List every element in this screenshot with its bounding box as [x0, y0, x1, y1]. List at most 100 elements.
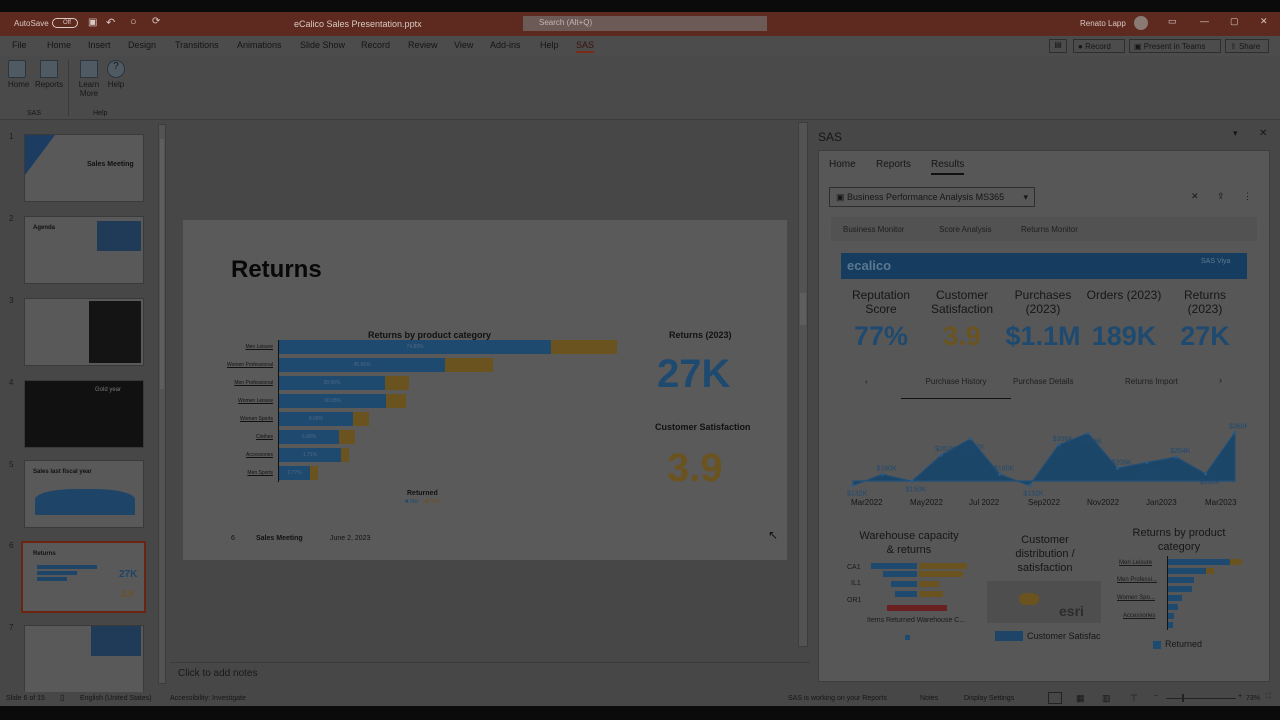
autosave-toggle[interactable]: Off: [52, 18, 78, 28]
share-button[interactable]: ⇪ Share: [1225, 39, 1269, 53]
scrollbar-thumb[interactable]: [160, 139, 164, 389]
notes-toggle[interactable]: Notes: [920, 695, 939, 702]
warehouse-row: OR1: [847, 597, 862, 604]
data-point[interactable]: [998, 472, 1002, 476]
scrollbar-thumb[interactable]: [800, 293, 806, 325]
sas-tab-results[interactable]: Results: [931, 159, 965, 175]
data-point[interactable]: [1204, 472, 1208, 476]
tab-file[interactable]: File: [12, 40, 27, 50]
close-pane-icon[interactable]: ✕: [1259, 128, 1268, 139]
slide-canvas[interactable]: Returns Returns by product category Men …: [183, 220, 787, 560]
tab-transitions[interactable]: Transitions: [175, 40, 219, 50]
slide-sorter-icon[interactable]: ▦: [1076, 693, 1085, 703]
tab-review[interactable]: Review: [408, 40, 438, 50]
more-icon[interactable]: ⋮: [1243, 191, 1252, 201]
slideshow-icon[interactable]: ⊤: [1130, 693, 1138, 703]
data-point[interactable]: [968, 437, 973, 441]
undo-icon[interactable]: ↶: [106, 17, 116, 29]
normal-view-icon[interactable]: [1048, 692, 1062, 704]
thumbnail-slide-7[interactable]: [24, 625, 144, 693]
data-point[interactable]: [1174, 455, 1178, 459]
tab-help[interactable]: Help: [540, 40, 559, 50]
minimize-icon[interactable]: —: [1200, 16, 1209, 26]
chevron-right-icon[interactable]: ›: [1219, 375, 1222, 385]
report-select[interactable]: ▣ Business Performance Analysis MS365 ▾: [829, 187, 1035, 207]
spell-check-icon[interactable]: ▯: [60, 693, 65, 702]
thumbnail-slide-5[interactable]: Sales last fiscal year: [24, 460, 144, 528]
data-point[interactable]: [1145, 460, 1149, 465]
chart-tab-purchase-details[interactable]: Purchase Details: [1013, 377, 1074, 386]
notes-placeholder[interactable]: Click to add notes: [178, 668, 258, 679]
fit-slide-icon[interactable]: ⛶: [1266, 693, 1271, 700]
data-point[interactable]: [1115, 466, 1120, 470]
present-in-teams-button[interactable]: ▣ Present in Teams: [1129, 39, 1221, 53]
chevron-down-icon[interactable]: ▾: [1233, 128, 1238, 138]
tab-home[interactable]: Home: [47, 40, 72, 50]
tab-slide-show[interactable]: Slide Show: [300, 40, 346, 50]
avatar[interactable]: [1134, 16, 1148, 30]
language[interactable]: English (United States): [80, 695, 152, 702]
chart-tab-returns-import[interactable]: Returns Import: [1125, 377, 1178, 386]
tab-sas[interactable]: SAS: [576, 40, 595, 53]
sas-home-button[interactable]: Home: [8, 60, 29, 89]
zoom-out-icon[interactable]: −: [1154, 693, 1159, 700]
thumbnail-slide-6[interactable]: Returns 27K 3.9: [21, 541, 146, 613]
chart-tab-purchase-history[interactable]: Purchase History: [901, 377, 1011, 399]
warehouse-bar: [919, 591, 943, 597]
tab-design[interactable]: Design: [128, 40, 157, 50]
search-input[interactable]: Search (Alt+Q): [539, 18, 593, 27]
help-button[interactable]: ? Help: [106, 60, 126, 89]
data-point[interactable]: [1086, 431, 1090, 435]
learn-more-button[interactable]: Learn More: [77, 60, 101, 98]
sas-tab-home[interactable]: Home: [829, 159, 856, 170]
map-view[interactable]: esri: [987, 581, 1101, 623]
tab-purchase-history[interactable]: ‹: [865, 377, 868, 386]
record-button[interactable]: ● Record: [1073, 39, 1125, 53]
data-point[interactable]: [1027, 483, 1031, 488]
search-box[interactable]: Search (Alt+Q): [523, 16, 767, 31]
slide-title[interactable]: Returns: [231, 256, 322, 283]
zoom-in-icon[interactable]: +: [1238, 693, 1243, 700]
present-icon[interactable]: ⟳: [152, 16, 161, 27]
data-point[interactable]: [939, 453, 943, 457]
data-point[interactable]: [910, 479, 914, 483]
thumbnail-slide-2[interactable]: Agenda: [24, 216, 144, 284]
tab-insert[interactable]: Insert: [88, 40, 111, 50]
file-name[interactable]: eCalico Sales Presentation.pptx: [294, 19, 422, 29]
tab-record[interactable]: Record: [361, 40, 391, 50]
tab-animations[interactable]: Animations: [237, 40, 282, 50]
reading-view-icon[interactable]: ▥: [1102, 693, 1111, 703]
sas-reports-button[interactable]: Reports: [34, 60, 64, 89]
zoom-slider[interactable]: [1166, 698, 1236, 699]
notes-pane[interactable]: Click to add notes: [170, 662, 810, 690]
tab-add-ins[interactable]: Add-ins: [490, 40, 521, 50]
user-name[interactable]: Renato Lapp: [1080, 19, 1126, 28]
data-point[interactable]: [1057, 443, 1061, 447]
save-icon[interactable]: ▣: [88, 17, 98, 28]
subtab-business-monitor[interactable]: Business Monitor: [843, 225, 905, 234]
comments-icon[interactable]: ▤: [1049, 39, 1067, 53]
thumbnail-scrollbar[interactable]: [158, 124, 166, 684]
subtab-score-analysis[interactable]: Score Analysis: [939, 225, 992, 234]
redo-icon[interactable]: ○: [130, 16, 137, 28]
tab-view[interactable]: View: [454, 40, 474, 50]
sas-tab-reports[interactable]: Reports: [876, 159, 912, 170]
slide-scrollbar[interactable]: [798, 122, 808, 647]
data-point[interactable]: [1233, 430, 1237, 434]
zoom-level[interactable]: 73%: [1246, 695, 1261, 702]
category-label: Women Professional: [226, 362, 273, 368]
accessibility-status[interactable]: Accessibility: Investigate: [170, 695, 246, 702]
data-point[interactable]: [851, 483, 855, 488]
thumbnail-slide-3[interactable]: [24, 298, 144, 366]
zoom-slider-thumb[interactable]: [1182, 694, 1184, 702]
thumbnail-slide-1[interactable]: Sales Meeting: [24, 134, 144, 202]
share-icon[interactable]: ⇪: [1217, 191, 1225, 201]
maximize-icon[interactable]: ▢: [1230, 16, 1239, 26]
data-point[interactable]: [880, 472, 884, 476]
thumbnail-slide-4[interactable]: Gold year: [24, 380, 144, 448]
ribbon-display-icon[interactable]: ▭: [1168, 16, 1177, 26]
close-icon[interactable]: ✕: [1260, 16, 1268, 26]
display-settings[interactable]: Display Settings: [964, 695, 1015, 702]
close-report-icon[interactable]: ✕: [1191, 191, 1199, 201]
subtab-returns-monitor[interactable]: Returns Monitor: [1021, 225, 1078, 234]
